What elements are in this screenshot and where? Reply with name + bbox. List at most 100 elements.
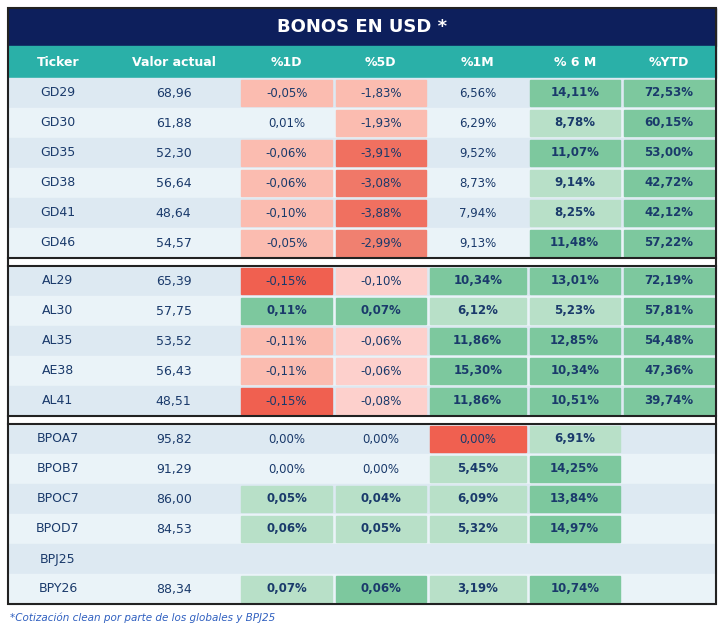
Bar [530,426,620,452]
Text: -1,93%: -1,93% [360,116,402,130]
Text: AE38: AE38 [42,364,74,378]
Text: 91,29: 91,29 [156,463,191,475]
Bar [530,200,620,226]
Text: *Cotización clean por parte de los globales y BPJ25: *Cotización clean por parte de los globa… [10,613,275,623]
Bar [624,388,714,414]
Bar [530,516,620,542]
Text: 42,12%: 42,12% [644,206,694,220]
Text: 14,97%: 14,97% [550,523,599,535]
Text: GD35: GD35 [41,146,75,160]
Text: AL41: AL41 [42,394,74,408]
Bar [242,388,332,414]
Text: 84,53: 84,53 [156,523,192,535]
Bar [430,516,526,542]
Bar [242,358,332,384]
Text: -0,05%: -0,05% [266,236,307,249]
Bar [242,200,332,226]
Text: 12,85%: 12,85% [550,334,599,348]
Text: 9,52%: 9,52% [459,146,497,160]
Bar [624,200,714,226]
Bar [530,576,620,602]
Bar [624,140,714,166]
Text: 7,94%: 7,94% [459,206,497,220]
Text: 14,11%: 14,11% [550,86,599,100]
Text: 10,74%: 10,74% [550,583,599,596]
Bar [624,358,714,384]
Text: -0,15%: -0,15% [266,394,307,408]
Text: %1M: %1M [461,56,494,68]
Text: 52,30: 52,30 [156,146,192,160]
Bar [530,328,620,354]
Bar [242,230,332,256]
Bar [624,230,714,256]
Text: 56,64: 56,64 [156,176,191,190]
Text: 48,51: 48,51 [156,394,192,408]
Text: 0,00%: 0,00% [362,463,399,475]
Text: Valor actual: Valor actual [132,56,216,68]
Text: -0,11%: -0,11% [266,334,308,348]
Bar [242,576,332,602]
Bar [8,514,716,544]
Bar [530,358,620,384]
Bar [242,140,332,166]
Text: -3,88%: -3,88% [360,206,401,220]
Text: 11,48%: 11,48% [550,236,599,249]
Bar [530,230,620,256]
Bar [624,170,714,196]
Text: 56,43: 56,43 [156,364,191,378]
Bar [242,268,332,294]
Text: -3,91%: -3,91% [360,146,402,160]
Bar [624,328,714,354]
Text: 0,07%: 0,07% [266,583,307,596]
Bar [430,328,526,354]
Text: -0,06%: -0,06% [266,146,307,160]
Text: 95,82: 95,82 [156,433,192,445]
Text: 13,01%: 13,01% [550,275,599,288]
Text: GD29: GD29 [41,86,75,100]
Text: 8,73%: 8,73% [459,176,496,190]
Bar [8,484,716,514]
Text: BPOA7: BPOA7 [37,433,79,445]
Bar [8,544,716,574]
Bar [336,576,426,602]
Bar [8,8,716,46]
Bar [530,170,620,196]
Text: 0,05%: 0,05% [266,493,307,505]
Text: 0,06%: 0,06% [266,523,307,535]
Text: BPOD7: BPOD7 [36,523,80,535]
Text: 47,36%: 47,36% [644,364,694,378]
Text: 15,30%: 15,30% [453,364,502,378]
Bar [8,258,716,266]
Text: 10,34%: 10,34% [550,364,599,378]
Text: GD30: GD30 [41,116,75,130]
Text: 0,01%: 0,01% [268,116,305,130]
Bar [530,110,620,136]
Text: 61,88: 61,88 [156,116,192,130]
Text: 5,32%: 5,32% [458,523,498,535]
Bar [530,140,620,166]
Text: 0,00%: 0,00% [362,433,399,445]
Text: 42,72%: 42,72% [644,176,694,190]
Bar [336,358,426,384]
Bar [530,268,620,294]
Bar [530,486,620,512]
Text: -2,99%: -2,99% [360,236,402,249]
Bar [8,198,716,228]
Text: 6,29%: 6,29% [459,116,497,130]
Text: 14,25%: 14,25% [550,463,599,475]
Text: -0,06%: -0,06% [360,334,402,348]
Text: 3,19%: 3,19% [458,583,498,596]
Text: 5,45%: 5,45% [457,463,498,475]
Text: 39,74%: 39,74% [644,394,694,408]
Text: 60,15%: 60,15% [644,116,694,130]
Text: 48,64: 48,64 [156,206,191,220]
Text: 88,34: 88,34 [156,583,192,596]
Bar [336,140,426,166]
Bar [430,456,526,482]
Bar [336,110,426,136]
Bar [8,108,716,138]
Bar [242,298,332,324]
Text: 9,13%: 9,13% [459,236,497,249]
Bar [624,298,714,324]
Bar [530,80,620,106]
